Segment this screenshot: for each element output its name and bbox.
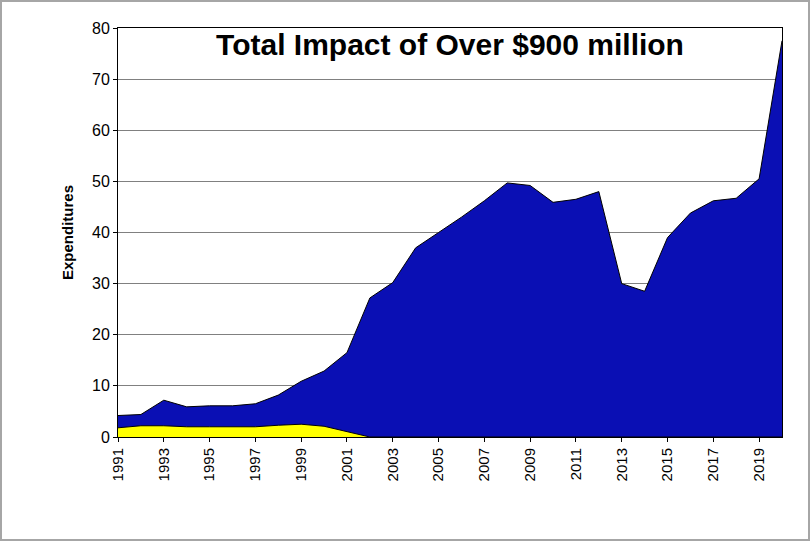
svg-text:1993: 1993 [155, 448, 172, 481]
svg-text:2001: 2001 [338, 448, 355, 481]
svg-text:2011: 2011 [567, 448, 584, 480]
svg-text:80: 80 [92, 20, 110, 37]
svg-text:60: 60 [92, 122, 110, 139]
svg-text:40: 40 [92, 224, 110, 241]
svg-text:2009: 2009 [521, 448, 538, 481]
svg-text:1999: 1999 [292, 448, 309, 481]
svg-text:20: 20 [92, 326, 110, 343]
svg-text:1991: 1991 [109, 448, 126, 481]
svg-text:Expenditures: Expenditures [59, 185, 76, 280]
svg-text:2005: 2005 [429, 448, 446, 481]
svg-text:50: 50 [92, 173, 110, 190]
svg-text:2013: 2013 [613, 448, 630, 481]
svg-text:Total Impact of Over $900 mill: Total Impact of Over $900 million [216, 28, 684, 61]
svg-text:10: 10 [92, 377, 110, 394]
svg-text:1997: 1997 [246, 448, 263, 481]
svg-text:2019: 2019 [750, 448, 767, 481]
svg-text:2015: 2015 [658, 448, 675, 481]
svg-text:30: 30 [92, 275, 110, 292]
svg-text:2003: 2003 [384, 448, 401, 481]
svg-text:70: 70 [92, 71, 110, 88]
svg-text:0: 0 [101, 429, 110, 446]
svg-text:1995: 1995 [200, 448, 217, 481]
svg-text:2007: 2007 [475, 448, 492, 481]
svg-text:2017: 2017 [704, 448, 721, 481]
